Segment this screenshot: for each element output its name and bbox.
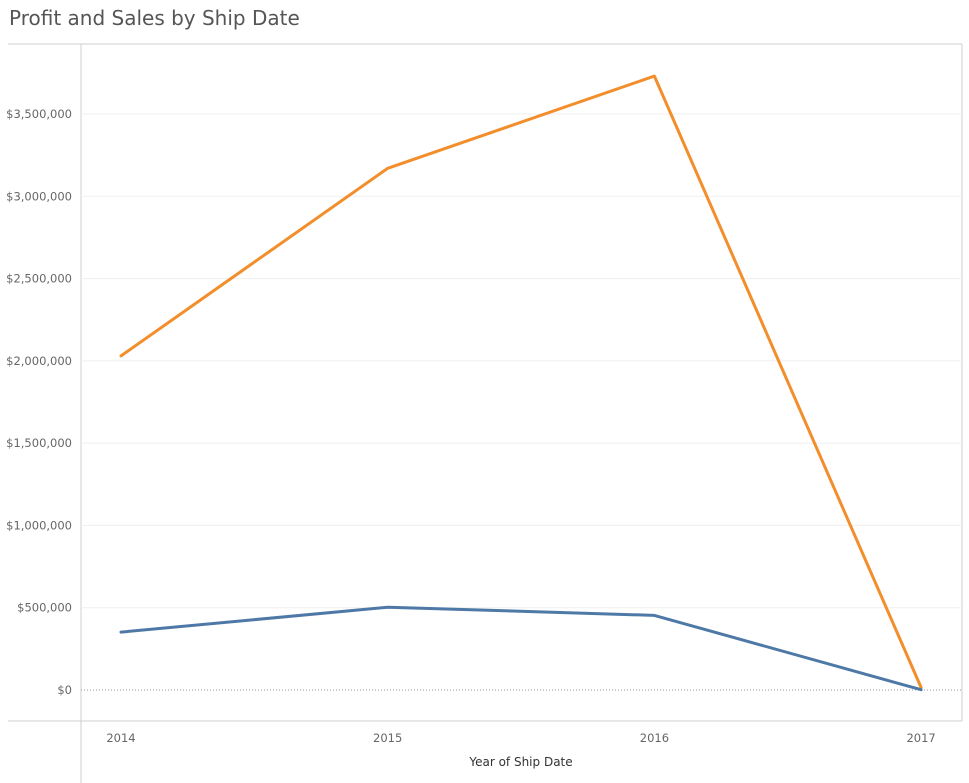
chart-title: Profit and Sales by Ship Date [9,6,300,30]
series-line-1 [119,74,923,689]
y-tick-label: $500,000 [17,601,72,615]
y-tick-label: $3,000,000 [6,189,72,203]
y-tick-label: $2,000,000 [6,354,72,368]
chart-frame [8,43,963,783]
x-axis-title: Year of Ship Date [468,755,572,769]
grid-lines [81,113,962,691]
x-tick-label: 2017 [906,731,935,745]
series-lines [119,74,923,692]
series-line-2 [119,605,923,692]
y-tick-label: $1,000,000 [6,518,72,532]
x-tick-label: 2015 [373,731,402,745]
x-tick-label: 2014 [106,731,135,745]
x-axis: 2014 2015 2016 2017 [106,731,935,745]
y-tick-label: $0 [57,683,72,697]
y-tick-label: $3,500,000 [6,107,72,121]
y-axis: $0 $500,000 $1,000,000 $1,500,000 $2,000,000… [6,107,72,697]
y-tick-label: $2,500,000 [6,272,72,286]
x-tick-label: 2016 [640,731,669,745]
y-tick-label: $1,500,000 [6,436,72,450]
